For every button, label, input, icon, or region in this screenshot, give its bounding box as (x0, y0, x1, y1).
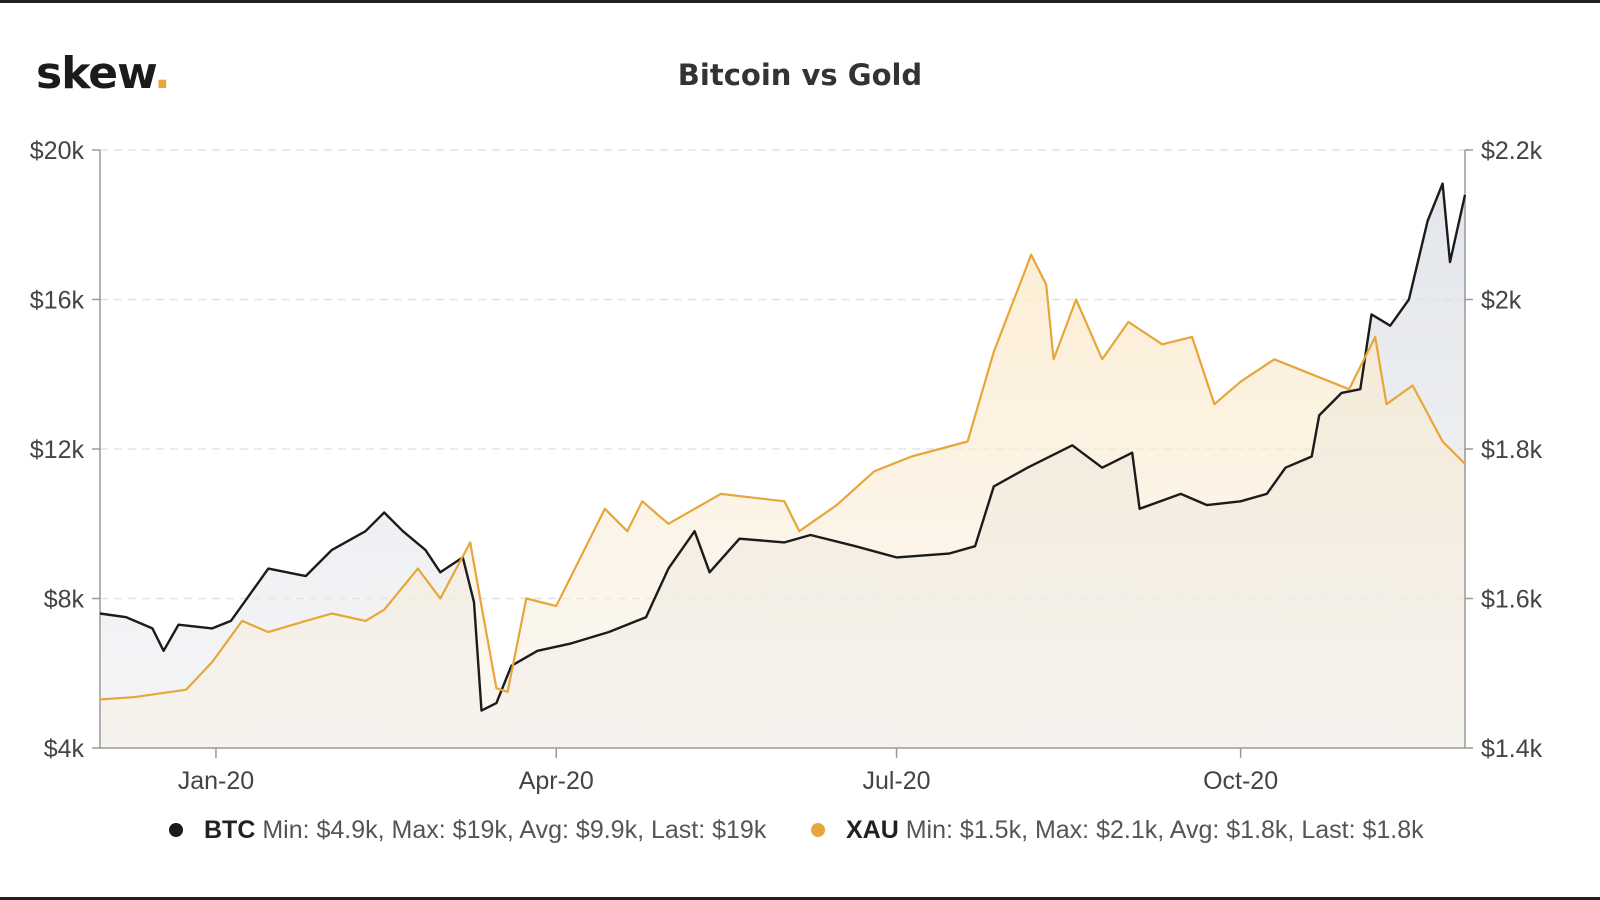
y-left-tick-label: $12k (30, 436, 85, 464)
x-tick-label: Apr-20 (519, 767, 594, 795)
y-right-tick-label: $1.4k (1481, 735, 1543, 763)
chart-title: Bitcoin vs Gold (677, 58, 923, 92)
x-tick-label: Oct-20 (1203, 767, 1278, 795)
btc-legend-stats: Min: $4.9k, Max: $19k, Avg: $9.9k, Last:… (262, 816, 766, 844)
skew-logo: skew. (36, 48, 171, 99)
btc-legend-marker (169, 823, 183, 837)
series-areas (100, 183, 1465, 749)
y-right-tick-label: $2.2k (1481, 137, 1543, 165)
legend: BTC Min: $4.9k, Max: $19k, Avg: $9.9k, L… (169, 816, 1424, 844)
y-right-tick-label: $1.8k (1481, 436, 1543, 464)
y-left-tick-label: $4k (44, 735, 85, 763)
btc-legend-name: BTC (204, 816, 262, 844)
btc-legend-item: BTC Min: $4.9k, Max: $19k, Avg: $9.9k, L… (204, 816, 767, 844)
xau-line (99, 253, 1466, 701)
xau-legend-stats: Min: $1.5k, Max: $2.1k, Avg: $1.8k, Last… (906, 816, 1424, 844)
y-left-tick-label: $8k (44, 586, 85, 614)
y-right-tick-label: $1.6k (1481, 586, 1543, 614)
y-left-tick-label: $16k (30, 287, 85, 315)
series-lines (99, 182, 1467, 712)
xau-legend-item: XAU Min: $1.5k, Max: $2.1k, Avg: $1.8k, … (846, 816, 1424, 844)
x-tick-label: Jul-20 (863, 767, 931, 795)
xau-legend-marker (811, 823, 825, 837)
btc-line (99, 182, 1467, 712)
y-left-tick-label: $20k (30, 137, 85, 165)
axes (92, 149, 1473, 758)
tick-labels: $4k $1.4k $8k $1.6k $12k $1.8k $16k $2k $20k $2.2… (30, 137, 1543, 795)
y-right-tick-label: $2k (1481, 287, 1522, 315)
xau-legend-name: XAU (846, 816, 906, 844)
x-tick-label: Jan-20 (178, 767, 254, 795)
